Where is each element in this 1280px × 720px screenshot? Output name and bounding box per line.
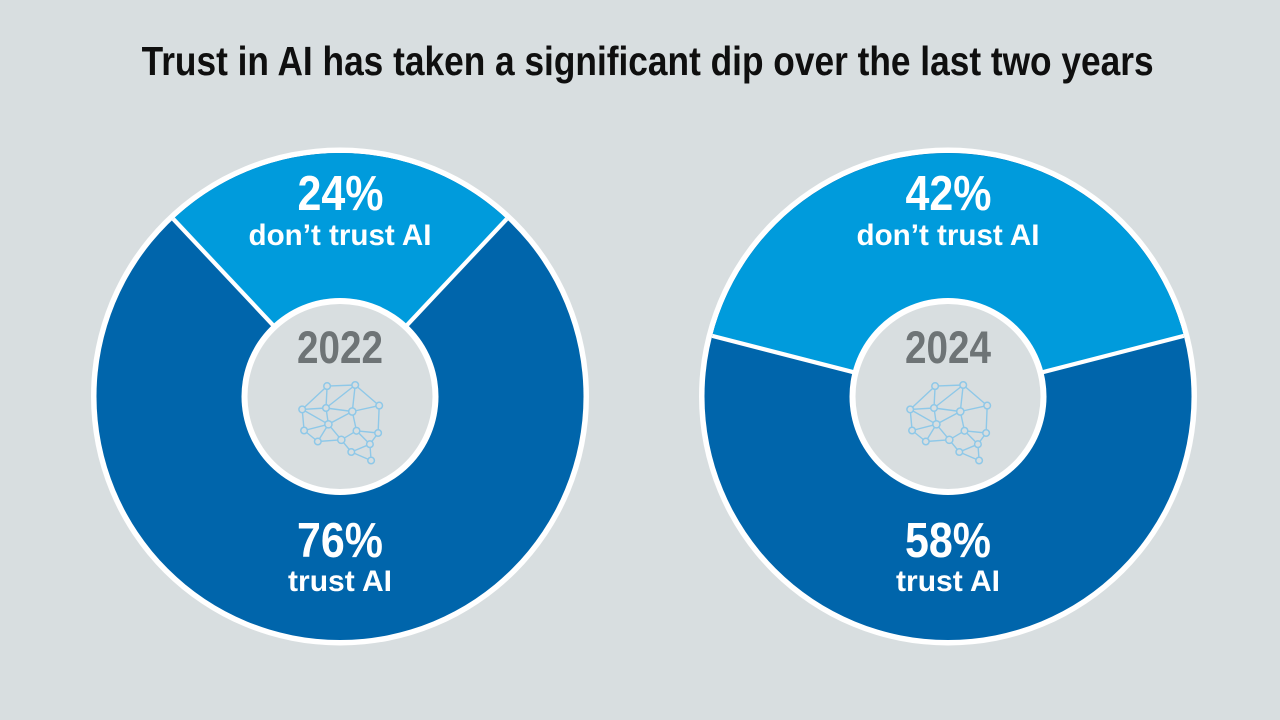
svg-text:2024: 2024 (905, 322, 991, 373)
svg-text:Trust in AI has taken a signif: Trust in AI has taken a significant dip … (142, 38, 1154, 84)
svg-text:76%: 76% (297, 514, 383, 568)
svg-text:42%: 42% (906, 167, 992, 221)
svg-text:trust AI: trust AI (896, 565, 1000, 598)
svg-text:don’t trust AI: don’t trust AI (857, 219, 1040, 252)
svg-text:2022: 2022 (297, 322, 383, 373)
svg-text:don’t trust AI: don’t trust AI (249, 219, 432, 252)
svg-text:trust AI: trust AI (288, 565, 392, 598)
svg-text:58%: 58% (905, 514, 991, 568)
svg-text:24%: 24% (298, 167, 384, 221)
